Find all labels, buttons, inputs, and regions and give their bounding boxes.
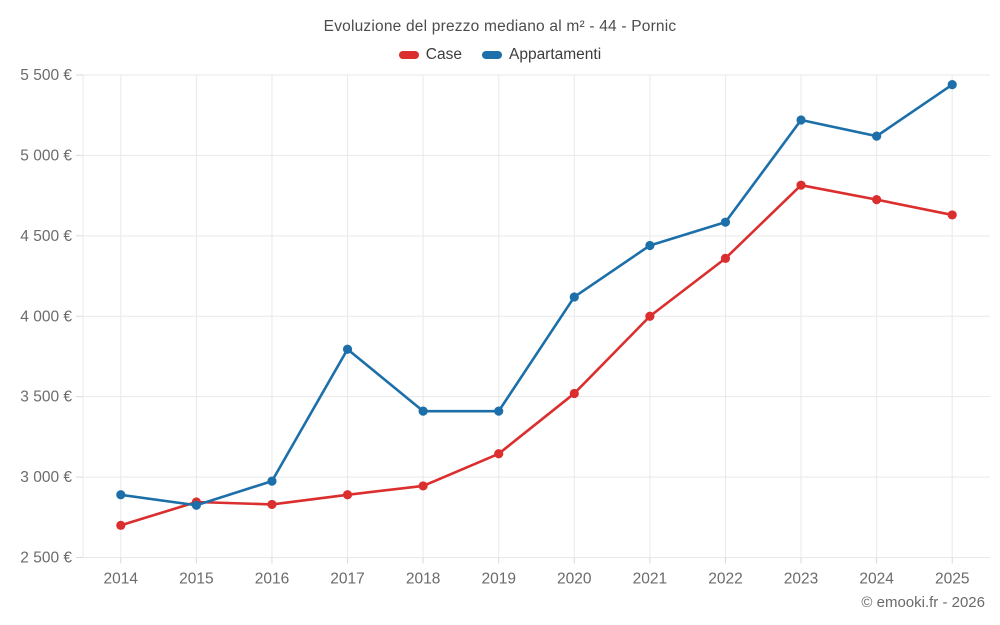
y-tick-label: 5 000 € bbox=[20, 147, 72, 164]
data-point-appartamenti-2018[interactable] bbox=[418, 406, 428, 416]
data-point-case-2019[interactable] bbox=[494, 449, 504, 459]
data-point-appartamenti-2017[interactable] bbox=[342, 344, 353, 354]
data-point-appartamenti-2022[interactable] bbox=[720, 217, 731, 227]
data-point-case-2017[interactable] bbox=[342, 490, 353, 500]
x-tick-label: 2020 bbox=[557, 571, 592, 588]
data-point-case-2016[interactable] bbox=[267, 499, 277, 510]
x-tick-label: 2025 bbox=[935, 571, 969, 588]
data-point-appartamenti-2024[interactable] bbox=[872, 131, 882, 141]
case-series-swatch-icon bbox=[398, 51, 419, 59]
data-point-case-2022[interactable] bbox=[720, 253, 731, 263]
legend-label-case: Case bbox=[425, 46, 462, 63]
legend: Case Appartamenti bbox=[0, 46, 1000, 64]
y-tick-label: 3 500 € bbox=[20, 389, 72, 406]
legend-item-case[interactable]: Case bbox=[398, 46, 462, 64]
data-point-appartamenti-2025[interactable] bbox=[947, 80, 957, 90]
y-tick-label: 4 500 € bbox=[20, 228, 72, 245]
x-tick-label: 2024 bbox=[859, 571, 894, 588]
line-appartamenti bbox=[119, 83, 954, 507]
x-tick-label: 2022 bbox=[708, 571, 742, 588]
x-tick-label: 2019 bbox=[481, 571, 515, 588]
legend-label-appartamenti: Appartamenti bbox=[508, 46, 602, 63]
grid-lines bbox=[76, 74, 990, 564]
chart-title: Evoluzione del prezzo mediano al m² - 44… bbox=[323, 18, 677, 35]
line-case bbox=[119, 183, 954, 527]
data-point-appartamenti-2015[interactable] bbox=[191, 500, 201, 510]
data-point-appartamenti-2023[interactable] bbox=[796, 115, 806, 125]
data-point-case-2024[interactable] bbox=[872, 195, 882, 205]
x-tick-label: 2023 bbox=[784, 571, 818, 588]
data-point-case-2018[interactable] bbox=[418, 481, 428, 491]
series-lines bbox=[116, 80, 957, 530]
series-appartamenti bbox=[116, 80, 957, 510]
data-point-case-2014[interactable] bbox=[116, 520, 126, 530]
data-point-appartamenti-2014[interactable] bbox=[116, 490, 126, 500]
axis-labels: 2 500 € 3 000 € 3 500 € 4 000 € 4 500 € 5 000… bbox=[20, 67, 969, 588]
y-tick-label: 5 500 € bbox=[20, 67, 72, 84]
data-point-case-2023[interactable] bbox=[796, 180, 806, 190]
y-tick-label: 4 000 € bbox=[20, 308, 72, 325]
x-tick-label: 2016 bbox=[255, 571, 289, 588]
data-point-appartamenti-2021[interactable] bbox=[645, 240, 655, 251]
x-tick-label: 2018 bbox=[406, 571, 440, 588]
data-point-appartamenti-2016[interactable] bbox=[267, 476, 277, 486]
data-point-appartamenti-2019[interactable] bbox=[494, 406, 504, 416]
legend-item-appartamenti[interactable]: Appartamenti bbox=[481, 46, 602, 64]
x-tick-label: 2015 bbox=[179, 571, 213, 588]
y-tick-label: 2 500 € bbox=[20, 550, 72, 567]
x-tick-label: 2021 bbox=[633, 571, 667, 588]
data-point-case-2025[interactable] bbox=[947, 210, 957, 220]
data-point-case-2021[interactable] bbox=[645, 311, 655, 321]
y-tick-label: 3 000 € bbox=[20, 469, 72, 486]
appartamenti-series-swatch-icon bbox=[481, 51, 502, 59]
data-point-case-2020[interactable] bbox=[569, 388, 579, 399]
x-tick-label: 2017 bbox=[330, 571, 364, 588]
series-case bbox=[116, 180, 957, 530]
data-point-appartamenti-2020[interactable] bbox=[569, 292, 579, 302]
copyright-credit: © emooki.fr - 2026 bbox=[861, 594, 985, 611]
x-tick-label: 2014 bbox=[104, 571, 139, 588]
